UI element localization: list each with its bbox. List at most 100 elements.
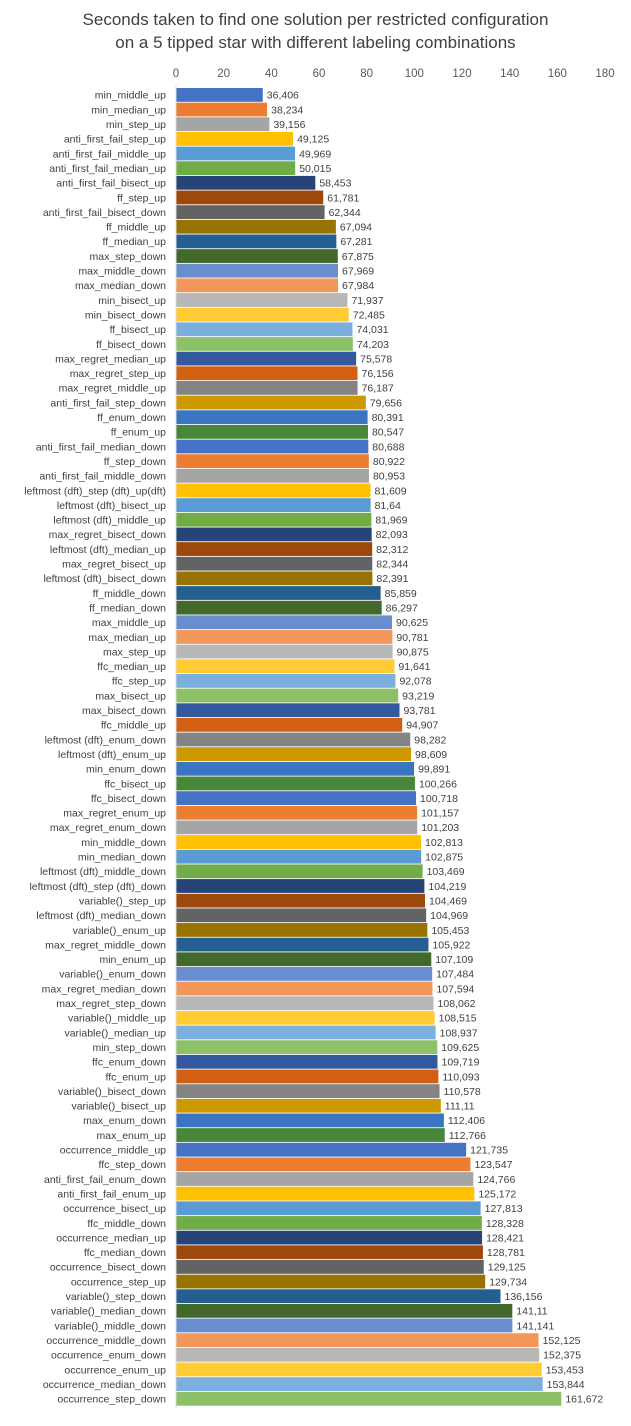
data-label: 67,281 bbox=[340, 236, 372, 248]
category-label: leftmost (dft)_bisect_up bbox=[57, 500, 166, 512]
data-label: 93,781 bbox=[404, 705, 436, 717]
category-label: max_enum_down bbox=[83, 1115, 166, 1127]
category-label: min_enum_down bbox=[86, 764, 166, 776]
category-label: ffc_median_up bbox=[97, 661, 166, 673]
category-label: occurrence_bisect_down bbox=[50, 1262, 166, 1274]
category-label: leftmost (dft)_enum_down bbox=[45, 734, 167, 746]
category-label: variable()_enum_down bbox=[59, 969, 166, 981]
data-label: 111,11 bbox=[445, 1101, 475, 1113]
data-label: 121,735 bbox=[470, 1145, 508, 1157]
bar bbox=[176, 527, 372, 542]
bar bbox=[176, 161, 296, 176]
category-label: ff_step_down bbox=[104, 456, 166, 468]
bar bbox=[176, 1128, 445, 1142]
bar bbox=[176, 791, 417, 805]
category-label: occurrence_step_down bbox=[57, 1394, 166, 1406]
data-label: 102,813 bbox=[425, 837, 463, 849]
bar bbox=[176, 117, 270, 132]
category-label: occurrence_median_up bbox=[56, 1232, 166, 1244]
bar bbox=[176, 981, 433, 996]
data-label: 75,578 bbox=[360, 353, 392, 365]
data-label: 76,187 bbox=[362, 383, 394, 395]
category-label: max_median_up bbox=[88, 632, 166, 644]
category-label: ff_bisect_down bbox=[96, 339, 166, 351]
category-label: variable()_bisect_up bbox=[71, 1101, 166, 1113]
bar bbox=[176, 644, 393, 659]
bar bbox=[176, 864, 423, 879]
bar bbox=[176, 967, 433, 981]
bar bbox=[176, 571, 373, 586]
category-label: max_enum_up bbox=[97, 1130, 167, 1142]
bar bbox=[176, 849, 422, 864]
x-tick-label: 60 bbox=[313, 68, 326, 80]
data-label: 107,484 bbox=[436, 969, 474, 981]
category-label: min_bisect_down bbox=[85, 309, 166, 321]
category-label: max_step_up bbox=[103, 646, 166, 658]
bar bbox=[176, 307, 349, 322]
x-tick-label: 80 bbox=[360, 68, 373, 80]
category-label: anti_first_fail_step_up bbox=[64, 134, 166, 146]
data-label: 100,266 bbox=[419, 778, 457, 790]
category-label: min_step_up bbox=[106, 119, 166, 131]
data-label: 50,015 bbox=[299, 163, 331, 175]
bar bbox=[176, 395, 366, 410]
bar bbox=[176, 776, 415, 791]
data-label: 85,859 bbox=[385, 588, 417, 600]
bar bbox=[176, 1201, 481, 1216]
data-label: 127,813 bbox=[485, 1203, 523, 1215]
category-label: min_bisect_up bbox=[98, 295, 166, 307]
bar bbox=[176, 1274, 486, 1289]
data-label: 98,609 bbox=[415, 749, 447, 761]
data-label: 107,594 bbox=[436, 983, 474, 995]
bar bbox=[176, 923, 428, 937]
category-label: leftmost (dft)_middle_up bbox=[53, 515, 166, 527]
category-label: max_regret_step_down bbox=[56, 998, 166, 1010]
bar bbox=[176, 1157, 471, 1172]
bar bbox=[176, 190, 324, 205]
bar bbox=[176, 175, 316, 190]
data-label: 112,766 bbox=[449, 1130, 486, 1142]
data-label: 141,141 bbox=[516, 1320, 554, 1332]
x-tick-label: 0 bbox=[173, 68, 179, 80]
bar bbox=[176, 674, 396, 688]
category-label: anti_first_fail_enum_down bbox=[44, 1174, 166, 1186]
category-label: variable()_median_up bbox=[64, 1027, 166, 1039]
bar bbox=[176, 1098, 441, 1113]
data-label: 79,656 bbox=[370, 397, 402, 409]
data-label: 90,625 bbox=[396, 617, 428, 629]
data-label: 136,156 bbox=[505, 1291, 543, 1303]
category-label: variable()_middle_down bbox=[55, 1320, 167, 1332]
category-label: leftmost (dft)_middle_down bbox=[40, 866, 166, 878]
bar bbox=[176, 1245, 483, 1260]
data-label: 112,406 bbox=[448, 1115, 485, 1127]
data-label: 62,344 bbox=[329, 207, 361, 219]
category-label: anti_first_fail_middle_up bbox=[53, 148, 166, 160]
data-label: 109,719 bbox=[441, 1057, 479, 1069]
data-label: 125,172 bbox=[478, 1188, 516, 1200]
data-label: 124,766 bbox=[477, 1174, 515, 1186]
data-label: 141,11 bbox=[516, 1306, 547, 1318]
data-label: 104,469 bbox=[429, 895, 467, 907]
category-label: max_regret_middle_down bbox=[45, 939, 166, 951]
category-label: variable()_middle_up bbox=[68, 1013, 166, 1025]
data-label: 108,062 bbox=[438, 998, 476, 1010]
bar bbox=[176, 556, 373, 571]
bar bbox=[176, 732, 411, 747]
data-label: 58,453 bbox=[319, 178, 351, 190]
bar bbox=[176, 234, 337, 249]
category-label: anti_first_fail_bisect_up bbox=[56, 178, 166, 190]
bar bbox=[176, 1084, 440, 1098]
bar bbox=[176, 322, 353, 337]
data-label: 80,547 bbox=[372, 427, 404, 439]
category-label: occurrence_median_down bbox=[43, 1379, 166, 1391]
bar bbox=[176, 146, 296, 161]
bar bbox=[176, 717, 403, 732]
x-tick-label: 120 bbox=[452, 68, 471, 80]
x-tick-label: 20 bbox=[217, 68, 230, 80]
bar bbox=[176, 1347, 540, 1362]
data-label: 105,922 bbox=[432, 939, 470, 951]
category-label: max_regret_enum_up bbox=[63, 808, 166, 820]
category-label: min_middle_down bbox=[81, 837, 166, 849]
bar bbox=[176, 1318, 513, 1333]
category-label: variable()_step_down bbox=[66, 1291, 167, 1303]
